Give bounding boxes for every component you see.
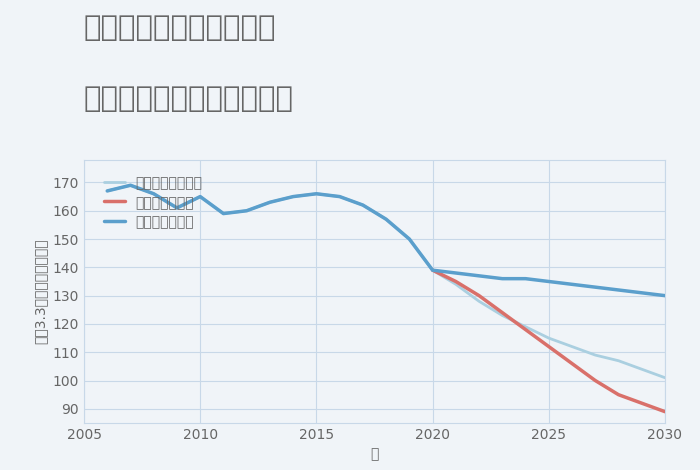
グッドシナリオ — [568, 282, 576, 287]
ノーマルシナリオ — [591, 352, 599, 358]
グッドシナリオ — [289, 194, 298, 199]
グッドシナリオ — [382, 216, 391, 222]
ノーマルシナリオ — [452, 282, 460, 287]
グッドシナリオ — [452, 270, 460, 276]
ノーマルシナリオ — [522, 324, 530, 329]
バッドシナリオ — [428, 267, 437, 273]
ノーマルシナリオ — [150, 191, 158, 196]
グッドシナリオ — [475, 273, 483, 279]
ノーマルシナリオ — [498, 313, 507, 318]
Line: ノーマルシナリオ: ノーマルシナリオ — [107, 185, 665, 378]
バッドシナリオ — [498, 310, 507, 315]
グッドシナリオ — [312, 191, 321, 196]
ノーマルシナリオ — [545, 335, 553, 341]
バッドシナリオ — [545, 344, 553, 349]
ノーマルシナリオ — [173, 205, 181, 211]
バッドシナリオ — [522, 327, 530, 332]
ノーマルシナリオ — [126, 182, 134, 188]
ノーマルシナリオ — [428, 267, 437, 273]
ノーマルシナリオ — [661, 375, 669, 381]
ノーマルシナリオ — [242, 208, 251, 213]
Y-axis label: 坪（3.3㎡）単価（万円）: 坪（3.3㎡）単価（万円） — [33, 239, 47, 344]
グッドシナリオ — [522, 276, 530, 282]
ノーマルシナリオ — [335, 194, 344, 199]
ノーマルシナリオ — [615, 358, 623, 364]
グッドシナリオ — [335, 194, 344, 199]
ノーマルシナリオ — [638, 367, 646, 372]
ノーマルシナリオ — [289, 194, 298, 199]
グッドシナリオ — [405, 236, 414, 242]
グッドシナリオ — [126, 182, 134, 188]
グッドシナリオ — [615, 287, 623, 293]
ノーマルシナリオ — [405, 236, 414, 242]
グッドシナリオ — [591, 284, 599, 290]
グッドシナリオ — [498, 276, 507, 282]
X-axis label: 年: 年 — [370, 447, 379, 462]
ノーマルシナリオ — [568, 344, 576, 349]
グッドシナリオ — [196, 194, 204, 199]
ノーマルシナリオ — [312, 191, 321, 196]
Legend: ノーマルシナリオ, バッドシナリオ, グッドシナリオ: ノーマルシナリオ, バッドシナリオ, グッドシナリオ — [97, 169, 209, 236]
ノーマルシナリオ — [103, 188, 111, 194]
バッドシナリオ — [568, 361, 576, 367]
バッドシナリオ — [661, 409, 669, 415]
バッドシナリオ — [591, 378, 599, 384]
グッドシナリオ — [358, 202, 367, 208]
Line: グッドシナリオ: グッドシナリオ — [107, 185, 665, 296]
バッドシナリオ — [475, 293, 483, 298]
Line: バッドシナリオ: バッドシナリオ — [433, 270, 665, 412]
ノーマルシナリオ — [219, 211, 228, 216]
グッドシナリオ — [266, 199, 274, 205]
グッドシナリオ — [545, 279, 553, 284]
ノーマルシナリオ — [266, 199, 274, 205]
グッドシナリオ — [661, 293, 669, 298]
ノーマルシナリオ — [196, 194, 204, 199]
バッドシナリオ — [638, 400, 646, 406]
グッドシナリオ — [242, 208, 251, 213]
グッドシナリオ — [428, 267, 437, 273]
グッドシナリオ — [173, 205, 181, 211]
ノーマルシナリオ — [382, 216, 391, 222]
Text: 中古マンションの価格推移: 中古マンションの価格推移 — [84, 85, 294, 113]
グッドシナリオ — [219, 211, 228, 216]
ノーマルシナリオ — [475, 298, 483, 304]
グッドシナリオ — [150, 191, 158, 196]
バッドシナリオ — [452, 279, 460, 284]
Text: 大阪府貝塚市二色南町の: 大阪府貝塚市二色南町の — [84, 14, 276, 42]
バッドシナリオ — [615, 392, 623, 398]
グッドシナリオ — [638, 290, 646, 296]
ノーマルシナリオ — [358, 202, 367, 208]
グッドシナリオ — [103, 188, 111, 194]
